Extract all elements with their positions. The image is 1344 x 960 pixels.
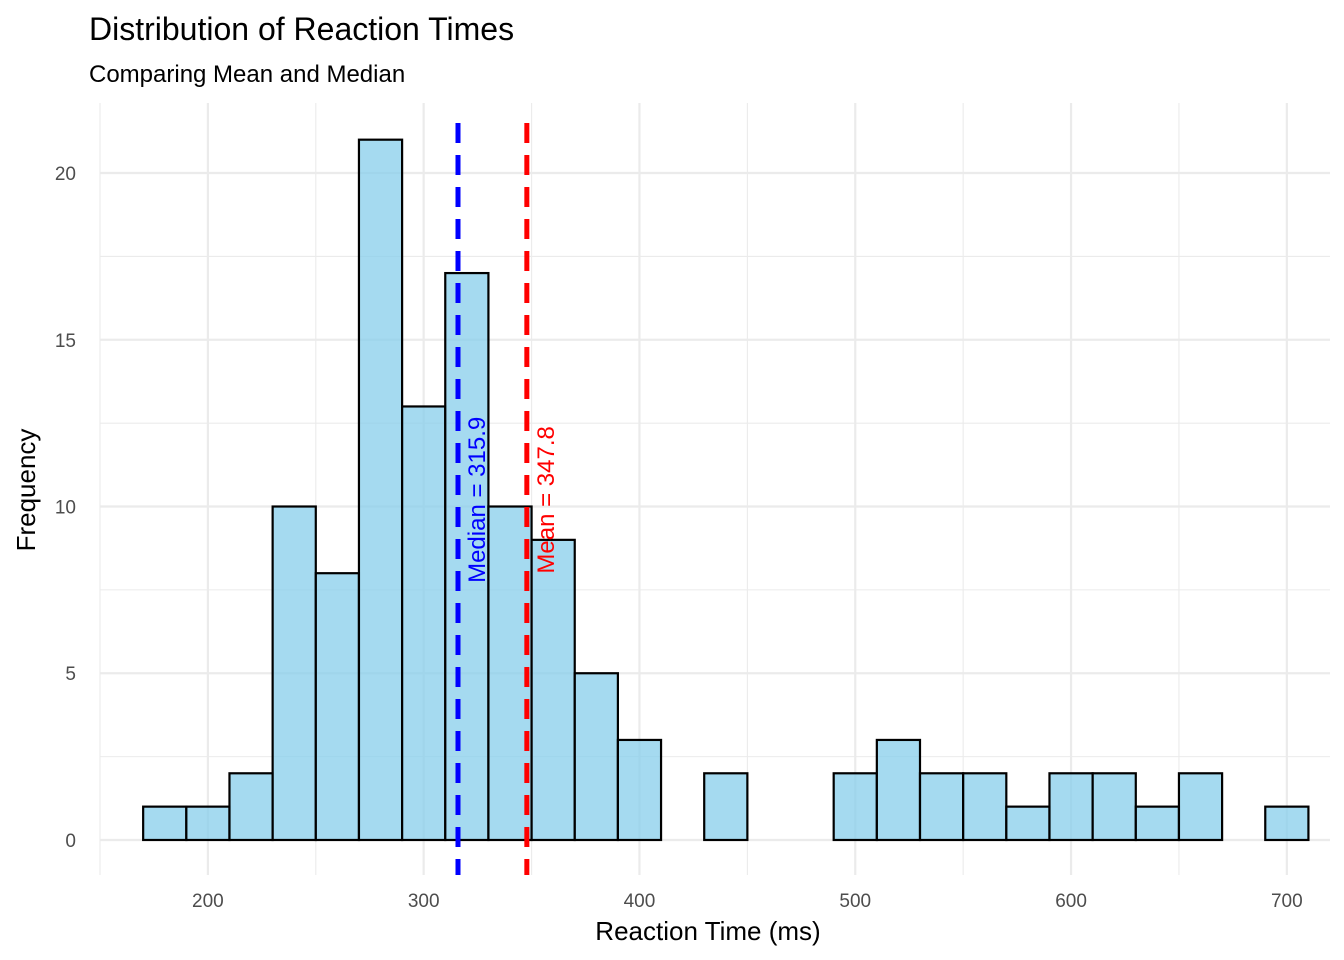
histogram-bar [142,805,188,842]
histogram-bar [185,805,231,842]
y-tick-label: 15 [55,331,76,352]
histogram-bar [1091,772,1137,842]
histogram-bar [832,772,878,842]
y-tick-label: 5 [65,664,76,685]
histogram-bar [1005,805,1051,842]
x-tick-label: 700 [1271,891,1303,912]
mean-label: Mean = 347.8 [533,426,560,573]
x-tick-label: 500 [839,891,871,912]
histogram-bar [228,772,274,842]
x-tick-label: 400 [624,891,656,912]
histogram-bar [1264,805,1310,842]
chart-title: Distribution of Reaction Times [89,11,514,47]
x-tick-label: 600 [1055,891,1087,912]
histogram-bar [573,672,619,842]
histogram-bar [401,405,447,842]
histogram-bar [1134,805,1181,842]
reference-lines: Median = 315.9 Mean = 347.8 [455,123,560,875]
histogram-bar [357,138,404,842]
x-axis-ticks: 200 300 400 500 600 700 [192,891,1303,912]
histogram-bar [1177,772,1224,842]
y-axis-ticks: 0 5 10 15 20 [55,164,76,852]
histogram-bar [962,772,1008,842]
x-tick-label: 300 [408,891,440,912]
median-label: Median = 315.9 [464,417,491,583]
histogram-bar [616,738,663,842]
x-axis-title: Reaction Time (ms) [595,916,820,946]
x-tick-label: 200 [192,891,224,912]
histogram-bar [530,538,576,842]
histogram-bar [703,772,749,842]
y-tick-label: 20 [55,164,76,185]
histogram-bar [875,738,922,842]
y-tick-label: 0 [65,831,76,852]
histogram-bar [271,505,317,842]
histogram-bar [314,572,361,842]
bars [142,138,1310,842]
chart-subtitle: Comparing Mean and Median [89,61,405,88]
histogram-bar [1048,772,1094,842]
histogram-bar [918,772,965,842]
y-tick-label: 10 [55,498,76,519]
y-axis-title: Frequency [11,429,41,552]
